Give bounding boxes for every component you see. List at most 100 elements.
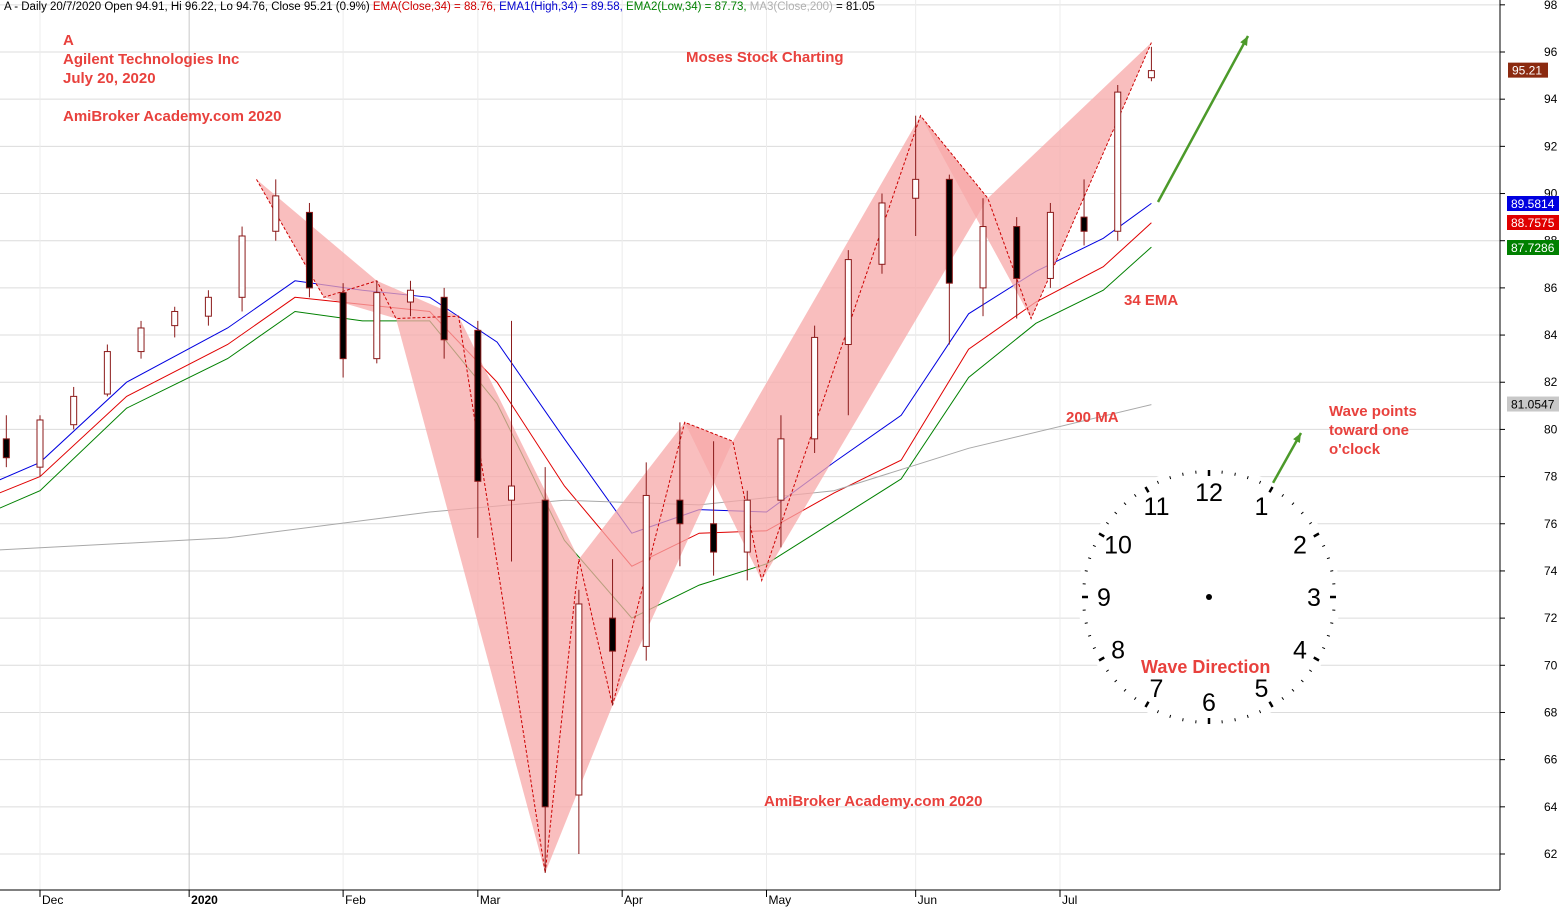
axis-background — [1500, 0, 1561, 890]
clock-tick — [1105, 521, 1109, 525]
candle-body — [70, 395, 78, 426]
wave-triangle — [458, 316, 579, 873]
candle-body — [642, 494, 650, 647]
header-ma200-name: MA3(Close,200) — [749, 1, 833, 13]
clock-tick — [1133, 493, 1137, 497]
candle-body — [339, 292, 347, 360]
header-ema-close: EMA(Close,34) = 88.76, — [372, 1, 496, 13]
ma-line — [0, 222, 1152, 567]
ema-annotation: 34 EMA — [1124, 292, 1179, 309]
clock-tick — [1268, 486, 1274, 493]
time-axis: Dec 2020 Feb Mar Apr May Jun Jul — [0, 889, 1500, 907]
ticker-label: A — [63, 32, 74, 49]
clock-tick — [1309, 521, 1313, 525]
value-tag-label: 81.0547 — [1511, 398, 1555, 412]
candle-body — [406, 289, 414, 303]
value-tag — [1507, 215, 1559, 230]
clock-number: 9 — [1097, 584, 1111, 612]
wave-triangle — [612, 422, 733, 706]
clock-tick — [1300, 679, 1304, 683]
y-tick-label: 84 — [1544, 328, 1558, 342]
candle-body — [204, 296, 212, 317]
clock-number: 12 — [1195, 479, 1223, 507]
y-tick-label: 70 — [1544, 658, 1558, 672]
y-tick-label: 64 — [1544, 800, 1558, 814]
clock-tick — [1084, 622, 1088, 624]
clock-tick — [1258, 480, 1262, 484]
header-ma200-value: = 81.05 — [832, 1, 875, 13]
clock-tick — [1088, 557, 1092, 560]
y-tick-label: 66 — [1544, 753, 1558, 767]
chart-header: A - Daily 20/7/2020 Open 94.91, Hi 96.22… — [4, 1, 875, 13]
site-label-top: AmiBroker Academy.com 2020 — [63, 108, 282, 125]
clock-tick — [1309, 669, 1313, 673]
candle-body — [373, 292, 381, 360]
y-tick-label: 98 — [1544, 0, 1558, 12]
clock-tick — [1169, 714, 1172, 718]
y-tick-label: 78 — [1544, 470, 1558, 484]
clock-tick — [1169, 476, 1172, 480]
value-tag-label: 95.21 — [1512, 64, 1542, 78]
clock-tick — [1098, 656, 1105, 662]
candle-body — [575, 603, 583, 796]
candle-body — [1013, 226, 1021, 279]
ma-line — [0, 404, 1152, 551]
x-tick-label: Jun — [918, 893, 937, 907]
clock-tick — [1114, 511, 1118, 515]
clock-tick — [1088, 634, 1092, 637]
header-ema-low: EMA2(Low,34) = 87.73, — [626, 1, 747, 13]
candle-body — [912, 178, 920, 199]
y-tick-label: 74 — [1544, 564, 1558, 578]
clock-tick — [1322, 544, 1326, 548]
brand-label: Moses Stock Charting — [686, 49, 844, 66]
y-tick-label: 82 — [1544, 375, 1558, 389]
clock-tick — [1246, 476, 1249, 480]
candle-body — [508, 485, 516, 501]
header-prefix: A - Daily 20/7/2020 Open 94.91, Hi 96.22… — [4, 1, 370, 13]
y-tick-label: 92 — [1544, 139, 1558, 153]
candle-body — [777, 438, 785, 501]
candle-body — [171, 310, 179, 327]
candle-body — [676, 499, 684, 525]
clock-tick — [1123, 502, 1127, 506]
clock-tick — [1330, 570, 1334, 572]
y-tick-label: 96 — [1544, 45, 1558, 59]
clock-tick — [1291, 502, 1295, 506]
clock-tick — [1092, 544, 1096, 548]
clock-tick — [1098, 532, 1105, 538]
wave-triangle — [396, 316, 546, 873]
candle-body — [272, 195, 280, 232]
value-tag — [1508, 62, 1548, 78]
candle-body — [137, 327, 145, 353]
wave-triangle — [256, 179, 377, 298]
wave-pattern — [256, 42, 1152, 873]
candle-body — [1080, 216, 1088, 232]
clock-tick — [1281, 697, 1285, 701]
candle-body — [1147, 70, 1155, 79]
clock-tick — [1105, 669, 1109, 673]
y-tick-label: 76 — [1544, 517, 1558, 531]
clock-number: 4 — [1293, 637, 1307, 665]
candle-body — [743, 499, 751, 553]
x-tick-label: Apr — [624, 893, 643, 907]
value-tag-label: 89.5814 — [1511, 197, 1555, 211]
wave-triangle — [578, 422, 685, 706]
clock-number: 8 — [1111, 637, 1125, 665]
clock-tick — [1322, 646, 1326, 650]
wave-triangle — [920, 115, 1032, 319]
ma-annotation: 200 MA — [1066, 409, 1119, 426]
candle-body — [541, 499, 549, 808]
site-label-bottom: AmiBroker Academy.com 2020 — [764, 793, 983, 810]
price-axis: 6264666870727476788082848688909294969895… — [1499, 0, 1561, 890]
candle-body — [609, 617, 617, 652]
candle-body — [1114, 91, 1122, 232]
candle-body — [1046, 211, 1054, 279]
clock-tick — [1182, 718, 1184, 722]
clock-number: 7 — [1150, 675, 1164, 703]
company-label: Agilent Technologies Inc — [63, 51, 240, 68]
clock-tick — [1092, 646, 1096, 650]
trend-arrow — [1156, 35, 1250, 203]
candle-body — [945, 178, 953, 284]
y-tick-label: 86 — [1544, 281, 1558, 295]
